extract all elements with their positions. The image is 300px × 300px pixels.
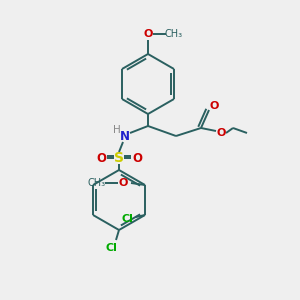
Text: Cl: Cl — [121, 214, 133, 224]
Text: O: O — [132, 152, 142, 164]
Text: O: O — [96, 152, 106, 164]
Text: Cl: Cl — [105, 243, 117, 253]
Text: CH₃: CH₃ — [165, 29, 183, 39]
Text: S: S — [114, 151, 124, 165]
Text: O: O — [118, 178, 128, 188]
Text: O: O — [209, 101, 219, 111]
Text: O: O — [143, 29, 153, 39]
Text: N: N — [120, 130, 130, 142]
Text: H: H — [113, 125, 121, 135]
Text: CH₃: CH₃ — [88, 178, 106, 188]
Text: O: O — [216, 128, 226, 138]
